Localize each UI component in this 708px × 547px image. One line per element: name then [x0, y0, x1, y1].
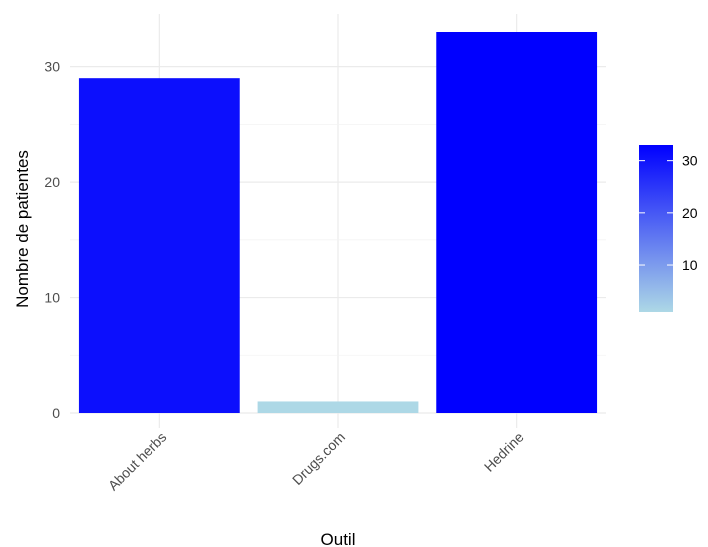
colorbar-ticks: 10 20 30 [639, 153, 698, 273]
y-tick-label: 0 [52, 405, 60, 421]
x-tick-label: Hedrine [481, 429, 527, 475]
colorbar [639, 145, 673, 312]
bars [78, 32, 598, 413]
x-tick-label: Drugs.com [289, 429, 348, 488]
bar-hedrine [436, 32, 598, 413]
colorbar-tick-label: 30 [682, 153, 698, 169]
x-tick-labels: About herbs Drugs.com Hedrine [105, 429, 527, 494]
colorbar-tick-label: 20 [682, 205, 698, 221]
y-tick-label: 10 [44, 290, 60, 306]
y-tick-label: 30 [44, 59, 60, 75]
bar-drugs-com [257, 401, 419, 413]
y-axis-title: Nombre de patientes [13, 150, 32, 308]
x-tick-label: About herbs [105, 429, 170, 494]
colorbar-legend: 10 20 30 [639, 145, 698, 312]
x-axis-title: Outil [321, 530, 356, 547]
bar-about-herbs [78, 78, 240, 413]
y-tick-label: 20 [44, 174, 60, 190]
colorbar-tick-label: 10 [682, 257, 698, 273]
y-tick-labels: 0 10 20 30 [44, 59, 60, 421]
